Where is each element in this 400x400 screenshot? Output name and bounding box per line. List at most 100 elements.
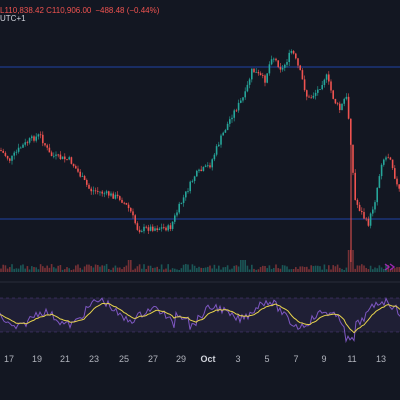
ohlc-legend: L110,838.42 C110,906.00 −488.48 (−0.44%) — [0, 1, 159, 19]
volume-bar — [143, 264, 145, 272]
double-chevron-right-icon[interactable] — [384, 263, 396, 271]
time-axis-label: 25 — [118, 354, 130, 364]
volume-bar — [242, 260, 244, 272]
volume-bar — [226, 265, 229, 272]
candle-body — [396, 178, 398, 185]
candle-body — [277, 60, 279, 67]
volume-bar — [270, 268, 273, 272]
candle-body — [42, 134, 44, 144]
candle-body — [325, 74, 328, 80]
volume-bar — [231, 268, 233, 272]
candle-body — [145, 226, 147, 228]
volume-bar — [299, 266, 301, 272]
rsi-ma-line — [0, 302, 400, 334]
volume-bar — [323, 264, 326, 272]
volume-bar — [297, 268, 299, 272]
volume-bar — [268, 265, 271, 272]
time-axis[interactable]: 17 19 21 23 25 27 29 Oct 3 5 7 9 11 13 — [0, 352, 400, 370]
volume-bar — [266, 268, 268, 272]
volume-bar — [264, 266, 266, 272]
candle-body — [233, 110, 235, 118]
volume-bar — [26, 266, 29, 272]
volume-bar — [325, 269, 328, 272]
candle-body — [72, 163, 75, 167]
volume-bar — [211, 268, 213, 272]
candle-body — [275, 58, 277, 61]
volume-bar — [141, 268, 143, 272]
volume-bar — [394, 268, 396, 272]
candle-body — [257, 71, 260, 74]
candle-body — [215, 146, 218, 155]
candle-body — [17, 147, 20, 152]
volume-bar — [33, 267, 35, 272]
volume-bar — [295, 267, 297, 272]
volume-bar — [66, 267, 68, 272]
volume-bar — [314, 265, 317, 272]
volume-bar — [15, 268, 18, 272]
volume-bar — [158, 269, 161, 272]
volume-bar — [108, 268, 110, 272]
candle-body — [88, 184, 90, 189]
candle-body — [264, 75, 266, 83]
rsi-indicator — [0, 297, 400, 344]
candle-body — [255, 71, 257, 73]
candle-body — [330, 81, 332, 91]
volume-bar — [114, 265, 117, 272]
candle-body — [64, 156, 66, 160]
volume-bar — [110, 269, 112, 272]
candle-body — [332, 90, 334, 99]
candle-body — [4, 152, 7, 156]
volume-bar — [46, 265, 48, 272]
candle-body — [391, 159, 394, 169]
candle-body — [158, 228, 161, 230]
candle-body — [132, 211, 134, 216]
candle-body — [273, 58, 275, 60]
time-axis-label: 11 — [347, 354, 357, 364]
candle-body — [336, 103, 339, 105]
volume-bar — [336, 264, 339, 272]
volume-bar — [123, 266, 125, 272]
volume-bar — [288, 269, 290, 272]
volume-bar — [70, 269, 73, 272]
candle-body — [26, 142, 29, 144]
candle-body — [288, 52, 290, 63]
candle-body — [323, 79, 326, 85]
candle-body — [319, 89, 321, 90]
volume-bar — [132, 269, 134, 272]
volume-bar — [253, 268, 255, 272]
volume-bar — [358, 265, 361, 272]
volume-series — [0, 250, 400, 272]
candle-body — [97, 191, 99, 192]
volume-bar — [275, 264, 277, 272]
volume-bar — [61, 269, 64, 272]
volume-bar — [81, 269, 84, 272]
volume-bar — [248, 269, 251, 272]
volume-bar — [24, 268, 26, 272]
candle-body — [303, 79, 306, 91]
candle-body — [44, 143, 46, 146]
volume-bar — [383, 268, 385, 272]
volume-bar — [125, 265, 128, 272]
volume-bar — [191, 264, 194, 272]
volume-bar — [215, 268, 218, 272]
volume-bar — [112, 267, 114, 272]
candle-body — [299, 65, 301, 71]
candle-body — [347, 96, 350, 119]
volume-bar — [88, 264, 90, 272]
volume-bar — [246, 265, 249, 272]
volume-bar — [101, 265, 103, 272]
candle-body — [191, 180, 194, 182]
volume-bar — [347, 250, 350, 272]
candle-body — [380, 164, 383, 177]
volume-bar — [257, 269, 260, 272]
candle-body — [193, 176, 196, 181]
volume-bar — [55, 268, 57, 272]
candle-body — [185, 191, 187, 198]
volume-bar — [376, 268, 378, 272]
volume-bar — [292, 269, 295, 272]
volume-bar — [4, 265, 7, 272]
volume-bar — [306, 266, 308, 272]
volume-bar — [86, 264, 88, 272]
